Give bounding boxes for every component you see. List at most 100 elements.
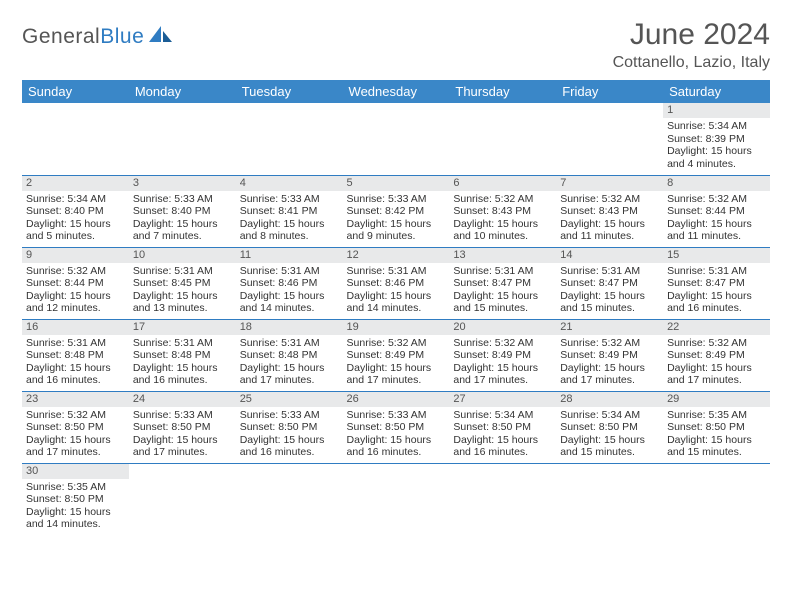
sunset-text: Sunset: 8:40 PM <box>26 205 125 218</box>
daylight2-text: and 16 minutes. <box>347 446 446 459</box>
sunset-text: Sunset: 8:49 PM <box>347 349 446 362</box>
calendar-cell: 26Sunrise: 5:33 AMSunset: 8:50 PMDayligh… <box>343 391 450 463</box>
daylight2-text: and 14 minutes. <box>26 518 125 531</box>
daylight1-text: Daylight: 15 hours <box>240 434 339 447</box>
daylight2-text: and 17 minutes. <box>133 446 232 459</box>
day-number: 1 <box>663 103 770 118</box>
day-number: 20 <box>449 320 556 335</box>
day-header: Friday <box>556 80 663 103</box>
sunset-text: Sunset: 8:50 PM <box>347 421 446 434</box>
daylight1-text: Daylight: 15 hours <box>667 218 766 231</box>
daylight1-text: Daylight: 15 hours <box>26 506 125 519</box>
calendar-cell: 28Sunrise: 5:34 AMSunset: 8:50 PMDayligh… <box>556 391 663 463</box>
sunrise-text: Sunrise: 5:31 AM <box>240 337 339 350</box>
sunset-text: Sunset: 8:49 PM <box>560 349 659 362</box>
calendar-cell: 7Sunrise: 5:32 AMSunset: 8:43 PMDaylight… <box>556 175 663 247</box>
calendar-cell <box>129 463 236 535</box>
day-header: Sunday <box>22 80 129 103</box>
daylight2-text: and 10 minutes. <box>453 230 552 243</box>
daylight2-text: and 15 minutes. <box>667 446 766 459</box>
calendar-cell: 3Sunrise: 5:33 AMSunset: 8:40 PMDaylight… <box>129 175 236 247</box>
day-number: 17 <box>129 320 236 335</box>
daylight1-text: Daylight: 15 hours <box>133 434 232 447</box>
sunrise-text: Sunrise: 5:31 AM <box>453 265 552 278</box>
day-number: 7 <box>556 176 663 191</box>
daylight1-text: Daylight: 15 hours <box>347 290 446 303</box>
calendar-cell: 14Sunrise: 5:31 AMSunset: 8:47 PMDayligh… <box>556 247 663 319</box>
daylight2-text: and 16 minutes. <box>240 446 339 459</box>
daylight2-text: and 14 minutes. <box>347 302 446 315</box>
calendar-cell <box>556 463 663 535</box>
daylight1-text: Daylight: 15 hours <box>453 362 552 375</box>
daylight1-text: Daylight: 15 hours <box>667 434 766 447</box>
title-block: June 2024 Cottanello, Lazio, Italy <box>613 18 770 72</box>
day-number: 12 <box>343 248 450 263</box>
sunrise-text: Sunrise: 5:32 AM <box>26 409 125 422</box>
day-number: 24 <box>129 392 236 407</box>
calendar-cell <box>343 103 450 175</box>
day-number: 25 <box>236 392 343 407</box>
daylight2-text: and 16 minutes. <box>133 374 232 387</box>
sunset-text: Sunset: 8:39 PM <box>667 133 766 146</box>
sunrise-text: Sunrise: 5:34 AM <box>26 193 125 206</box>
daylight1-text: Daylight: 15 hours <box>26 362 125 375</box>
sunrise-text: Sunrise: 5:32 AM <box>453 193 552 206</box>
sunrise-text: Sunrise: 5:34 AM <box>560 409 659 422</box>
calendar-table: SundayMondayTuesdayWednesdayThursdayFrid… <box>22 80 770 535</box>
calendar-cell: 20Sunrise: 5:32 AMSunset: 8:49 PMDayligh… <box>449 319 556 391</box>
daylight2-text: and 5 minutes. <box>26 230 125 243</box>
sunset-text: Sunset: 8:40 PM <box>133 205 232 218</box>
sunset-text: Sunset: 8:46 PM <box>347 277 446 290</box>
sunrise-text: Sunrise: 5:33 AM <box>240 409 339 422</box>
day-header: Monday <box>129 80 236 103</box>
sunrise-text: Sunrise: 5:32 AM <box>26 265 125 278</box>
calendar-cell: 5Sunrise: 5:33 AMSunset: 8:42 PMDaylight… <box>343 175 450 247</box>
sunrise-text: Sunrise: 5:31 AM <box>240 265 339 278</box>
calendar-cell: 30Sunrise: 5:35 AMSunset: 8:50 PMDayligh… <box>22 463 129 535</box>
daylight1-text: Daylight: 15 hours <box>453 290 552 303</box>
sunset-text: Sunset: 8:42 PM <box>347 205 446 218</box>
day-header-row: SundayMondayTuesdayWednesdayThursdayFrid… <box>22 80 770 103</box>
day-number: 28 <box>556 392 663 407</box>
sunrise-text: Sunrise: 5:31 AM <box>667 265 766 278</box>
daylight1-text: Daylight: 15 hours <box>560 290 659 303</box>
daylight1-text: Daylight: 15 hours <box>240 362 339 375</box>
calendar-cell: 1Sunrise: 5:34 AMSunset: 8:39 PMDaylight… <box>663 103 770 175</box>
sunset-text: Sunset: 8:50 PM <box>560 421 659 434</box>
daylight1-text: Daylight: 15 hours <box>347 362 446 375</box>
sunrise-text: Sunrise: 5:31 AM <box>560 265 659 278</box>
calendar-cell: 24Sunrise: 5:33 AMSunset: 8:50 PMDayligh… <box>129 391 236 463</box>
calendar-cell <box>22 103 129 175</box>
sunset-text: Sunset: 8:49 PM <box>667 349 766 362</box>
sunset-text: Sunset: 8:48 PM <box>133 349 232 362</box>
calendar-cell: 4Sunrise: 5:33 AMSunset: 8:41 PMDaylight… <box>236 175 343 247</box>
sunset-text: Sunset: 8:47 PM <box>560 277 659 290</box>
sunrise-text: Sunrise: 5:33 AM <box>133 193 232 206</box>
daylight1-text: Daylight: 15 hours <box>560 362 659 375</box>
daylight2-text: and 17 minutes. <box>667 374 766 387</box>
day-header: Saturday <box>663 80 770 103</box>
calendar-cell: 17Sunrise: 5:31 AMSunset: 8:48 PMDayligh… <box>129 319 236 391</box>
daylight1-text: Daylight: 15 hours <box>240 290 339 303</box>
day-number: 15 <box>663 248 770 263</box>
daylight2-text: and 16 minutes. <box>453 446 552 459</box>
day-number: 21 <box>556 320 663 335</box>
daylight2-text: and 17 minutes. <box>240 374 339 387</box>
sunrise-text: Sunrise: 5:31 AM <box>133 265 232 278</box>
day-number: 5 <box>343 176 450 191</box>
day-number: 29 <box>663 392 770 407</box>
calendar-cell <box>556 103 663 175</box>
sunrise-text: Sunrise: 5:32 AM <box>560 337 659 350</box>
daylight1-text: Daylight: 15 hours <box>133 290 232 303</box>
daylight1-text: Daylight: 15 hours <box>667 362 766 375</box>
calendar-cell: 12Sunrise: 5:31 AMSunset: 8:46 PMDayligh… <box>343 247 450 319</box>
sunrise-text: Sunrise: 5:33 AM <box>240 193 339 206</box>
calendar-week: 30Sunrise: 5:35 AMSunset: 8:50 PMDayligh… <box>22 463 770 535</box>
calendar-cell: 21 Sunrise: 5:32 AMSunset: 8:49 PMDayligh… <box>556 319 663 391</box>
calendar-cell: 18Sunrise: 5:31 AMSunset: 8:48 PMDayligh… <box>236 319 343 391</box>
calendar-cell: 15Sunrise: 5:31 AMSunset: 8:47 PMDayligh… <box>663 247 770 319</box>
sunset-text: Sunset: 8:41 PM <box>240 205 339 218</box>
sunset-text: Sunset: 8:49 PM <box>453 349 552 362</box>
day-number: 27 <box>449 392 556 407</box>
daylight2-text: and 17 minutes. <box>453 374 552 387</box>
